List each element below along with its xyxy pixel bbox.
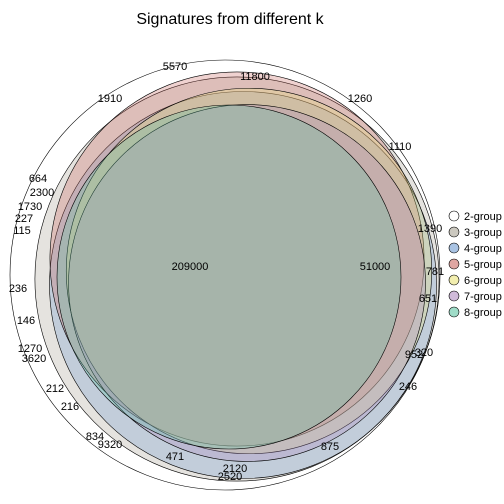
region-count: 212 bbox=[46, 383, 64, 395]
region-count: 9320 bbox=[98, 439, 122, 451]
region-count: 781 bbox=[426, 266, 444, 278]
set-circle bbox=[57, 105, 401, 449]
region-count: 664 bbox=[29, 173, 47, 185]
region-count: 209000 bbox=[172, 261, 209, 273]
region-count: 875 bbox=[321, 441, 339, 453]
region-count: 952 bbox=[405, 349, 423, 361]
legend-label: 4-group bbox=[464, 243, 502, 255]
chart-title: Signatures from different k bbox=[136, 11, 324, 28]
region-count: 236 bbox=[9, 283, 27, 295]
region-count: 246 bbox=[399, 381, 417, 393]
circle-layer bbox=[10, 60, 440, 490]
legend-swatch bbox=[449, 243, 459, 253]
region-count: 1390 bbox=[418, 223, 442, 235]
region-count: 227 bbox=[15, 213, 33, 225]
legend-label: 7-group bbox=[464, 291, 502, 303]
legend-label: 8-group bbox=[464, 307, 502, 319]
legend-label: 3-group bbox=[464, 227, 502, 239]
region-count: 1110 bbox=[389, 141, 412, 153]
region-count: 216 bbox=[61, 401, 79, 413]
region-count: 1910 bbox=[98, 93, 122, 105]
legend-swatch bbox=[449, 259, 459, 269]
legend-swatch bbox=[449, 275, 459, 285]
legend-swatch bbox=[449, 227, 459, 237]
region-count: 1730 bbox=[18, 201, 42, 213]
region-count: 2520 bbox=[218, 471, 242, 483]
region-count: 5570 bbox=[163, 61, 187, 73]
region-count: 2300 bbox=[30, 187, 54, 199]
legend-swatch bbox=[449, 291, 459, 301]
legend-swatch bbox=[449, 307, 459, 317]
region-count: 3620 bbox=[22, 353, 46, 365]
region-count: 11800 bbox=[240, 71, 270, 83]
region-count: 651 bbox=[419, 293, 437, 305]
euler-diagram: Signatures from different k 209000 51000 1… bbox=[0, 0, 504, 504]
region-count: 51000 bbox=[360, 261, 391, 273]
region-count: 115 bbox=[13, 225, 31, 237]
legend-label: 2-group bbox=[464, 211, 502, 223]
region-count: 471 bbox=[166, 451, 184, 463]
region-count: 1260 bbox=[348, 93, 372, 105]
legend: 2-group 3-group 4-group 5-group 6-group 7-gro… bbox=[449, 211, 502, 319]
legend-label: 5-group bbox=[464, 259, 502, 271]
legend-label: 6-group bbox=[464, 275, 502, 287]
region-count: 146 bbox=[17, 315, 35, 327]
legend-swatch bbox=[449, 211, 459, 221]
